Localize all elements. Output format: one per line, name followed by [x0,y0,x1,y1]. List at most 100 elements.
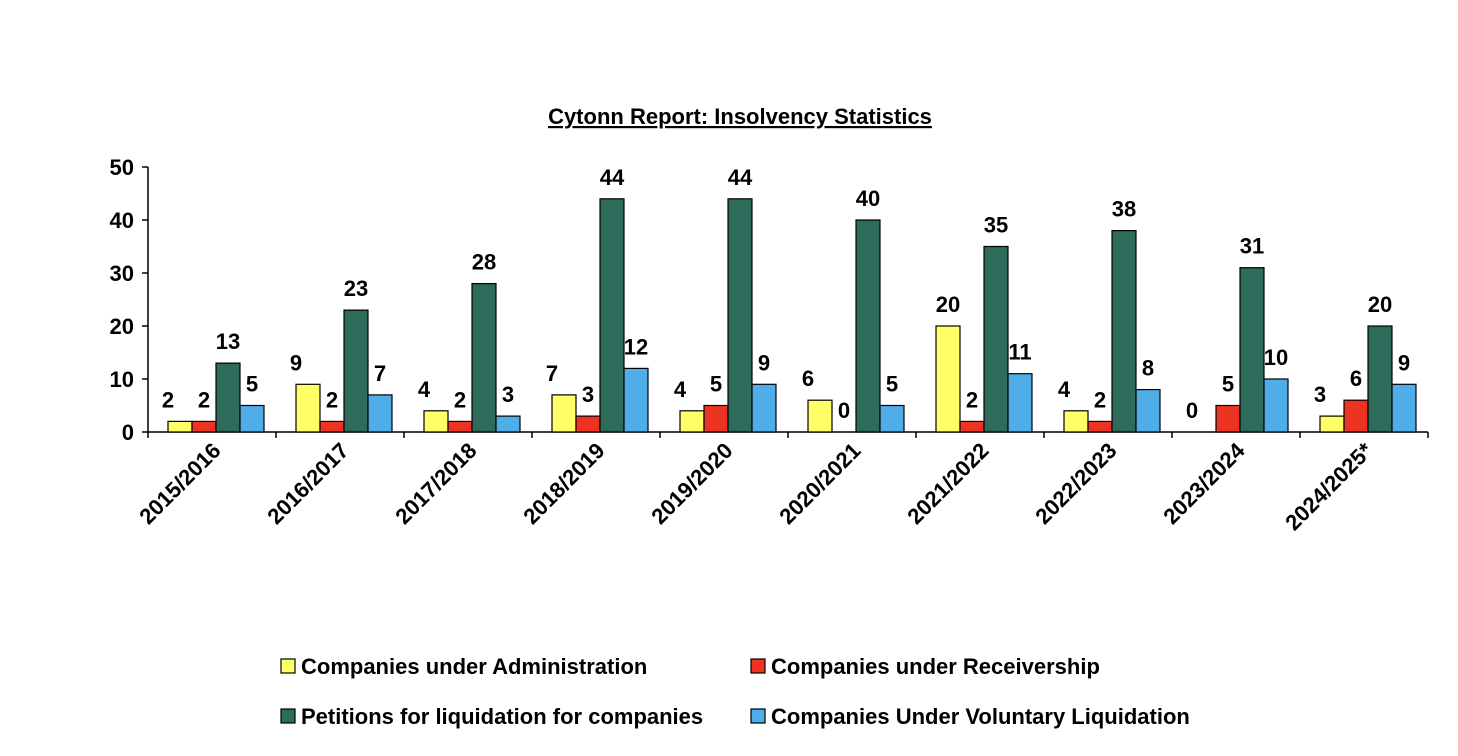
bar [471,283,497,433]
legend: Companies under Administration Companies … [280,654,1190,729]
y-tick-label: 30 [110,261,134,286]
data-label: 2 [454,387,466,412]
data-label: 35 [984,213,1008,238]
y-tick-label: 40 [110,208,134,233]
data-label: 4 [1058,377,1071,402]
data-label: 38 [1112,197,1136,222]
bar [1063,410,1089,433]
bar [1007,373,1033,433]
data-label: 7 [546,361,558,386]
data-label: 6 [802,366,814,391]
bar [599,198,625,433]
data-label: 13 [216,329,240,354]
bar [983,245,1009,433]
bar [1239,267,1265,433]
x-tick-label: 2018/2019 [518,438,609,529]
bar [1087,420,1113,433]
bar [1215,404,1241,433]
data-label: 0 [1186,398,1198,423]
data-label: 4 [674,377,687,402]
data-label: 3 [582,382,594,407]
legend-label: Companies under Administration [301,654,647,679]
legend-swatch [750,658,766,674]
x-tick-label: 2016/2017 [262,438,353,529]
bar [495,415,521,433]
y-tick-label: 0 [122,420,134,445]
data-label: 10 [1264,345,1288,370]
bar [623,367,649,433]
data-label: 0 [838,398,850,423]
bar [959,420,985,433]
y-tick-label: 10 [110,367,134,392]
data-label: 2 [1094,387,1106,412]
bar [1135,389,1161,433]
bars [167,198,1417,433]
x-tick-labels: 2015/2016 2016/2017 2017/2018 2018/2019 2019… [134,437,1378,535]
x-tick-label: 2021/2022 [902,438,993,529]
bar [807,399,833,433]
data-label: 11 [1008,340,1031,365]
bar [1367,325,1393,433]
legend-swatch [280,658,296,674]
bar [1391,383,1417,433]
data-label: 9 [1398,350,1410,375]
data-label: 40 [856,186,880,211]
data-label: 2 [966,387,978,412]
data-label: 9 [758,350,770,375]
data-label: 2 [326,387,338,412]
legend-swatch [750,708,766,724]
legend-label: Companies Under Voluntary Liquidation [771,704,1190,729]
bar [703,404,729,433]
data-label: 44 [728,165,753,190]
data-label: 12 [624,334,648,359]
data-label: 3 [1314,382,1326,407]
bar [879,404,905,433]
bar [295,383,321,433]
data-label: 44 [600,165,625,190]
bar [1111,230,1137,433]
bar [727,198,753,433]
x-tick-label: 2017/2018 [390,438,481,529]
bar [191,420,217,433]
bar [1343,399,1369,433]
bar [167,420,193,433]
data-label: 28 [472,250,496,275]
bar [319,420,345,433]
chart-title: Cytonn Report: Insolvency Statistics [548,104,932,129]
bar [215,362,241,433]
data-label: 7 [374,361,386,386]
data-label: 2 [162,387,174,412]
data-label: 20 [1368,292,1392,317]
data-label: 2 [198,387,210,412]
bar [575,415,601,433]
data-label: 31 [1240,234,1264,259]
legend-label: Petitions for liquidation for companies [301,704,703,729]
data-label: 23 [344,276,368,301]
x-tick-label: 2022/2023 [1030,438,1121,529]
legend-label: Companies under Receivership [771,654,1100,679]
data-label: 5 [710,372,722,397]
bar [551,394,577,433]
x-tick-label: 2020/2021 [774,438,865,529]
data-label: 5 [1222,372,1234,397]
bar [1263,378,1289,433]
data-label: 4 [418,377,431,402]
bar [367,394,393,433]
data-label: 6 [1350,366,1362,391]
y-tick-label: 20 [110,314,134,339]
bar [239,404,265,433]
data-label: 8 [1142,356,1154,381]
x-tick-label: 2015/2016 [134,438,225,529]
bar [679,410,705,433]
data-label: 3 [502,382,514,407]
y-tick-label: 50 [110,155,134,180]
data-label: 9 [290,350,302,375]
bar [423,410,449,433]
bar [343,309,369,433]
x-tick-label: 2019/2020 [646,438,737,529]
data-label: 5 [246,372,258,397]
bar [447,420,473,433]
x-tick-label: 2024/2025* [1280,438,1378,536]
